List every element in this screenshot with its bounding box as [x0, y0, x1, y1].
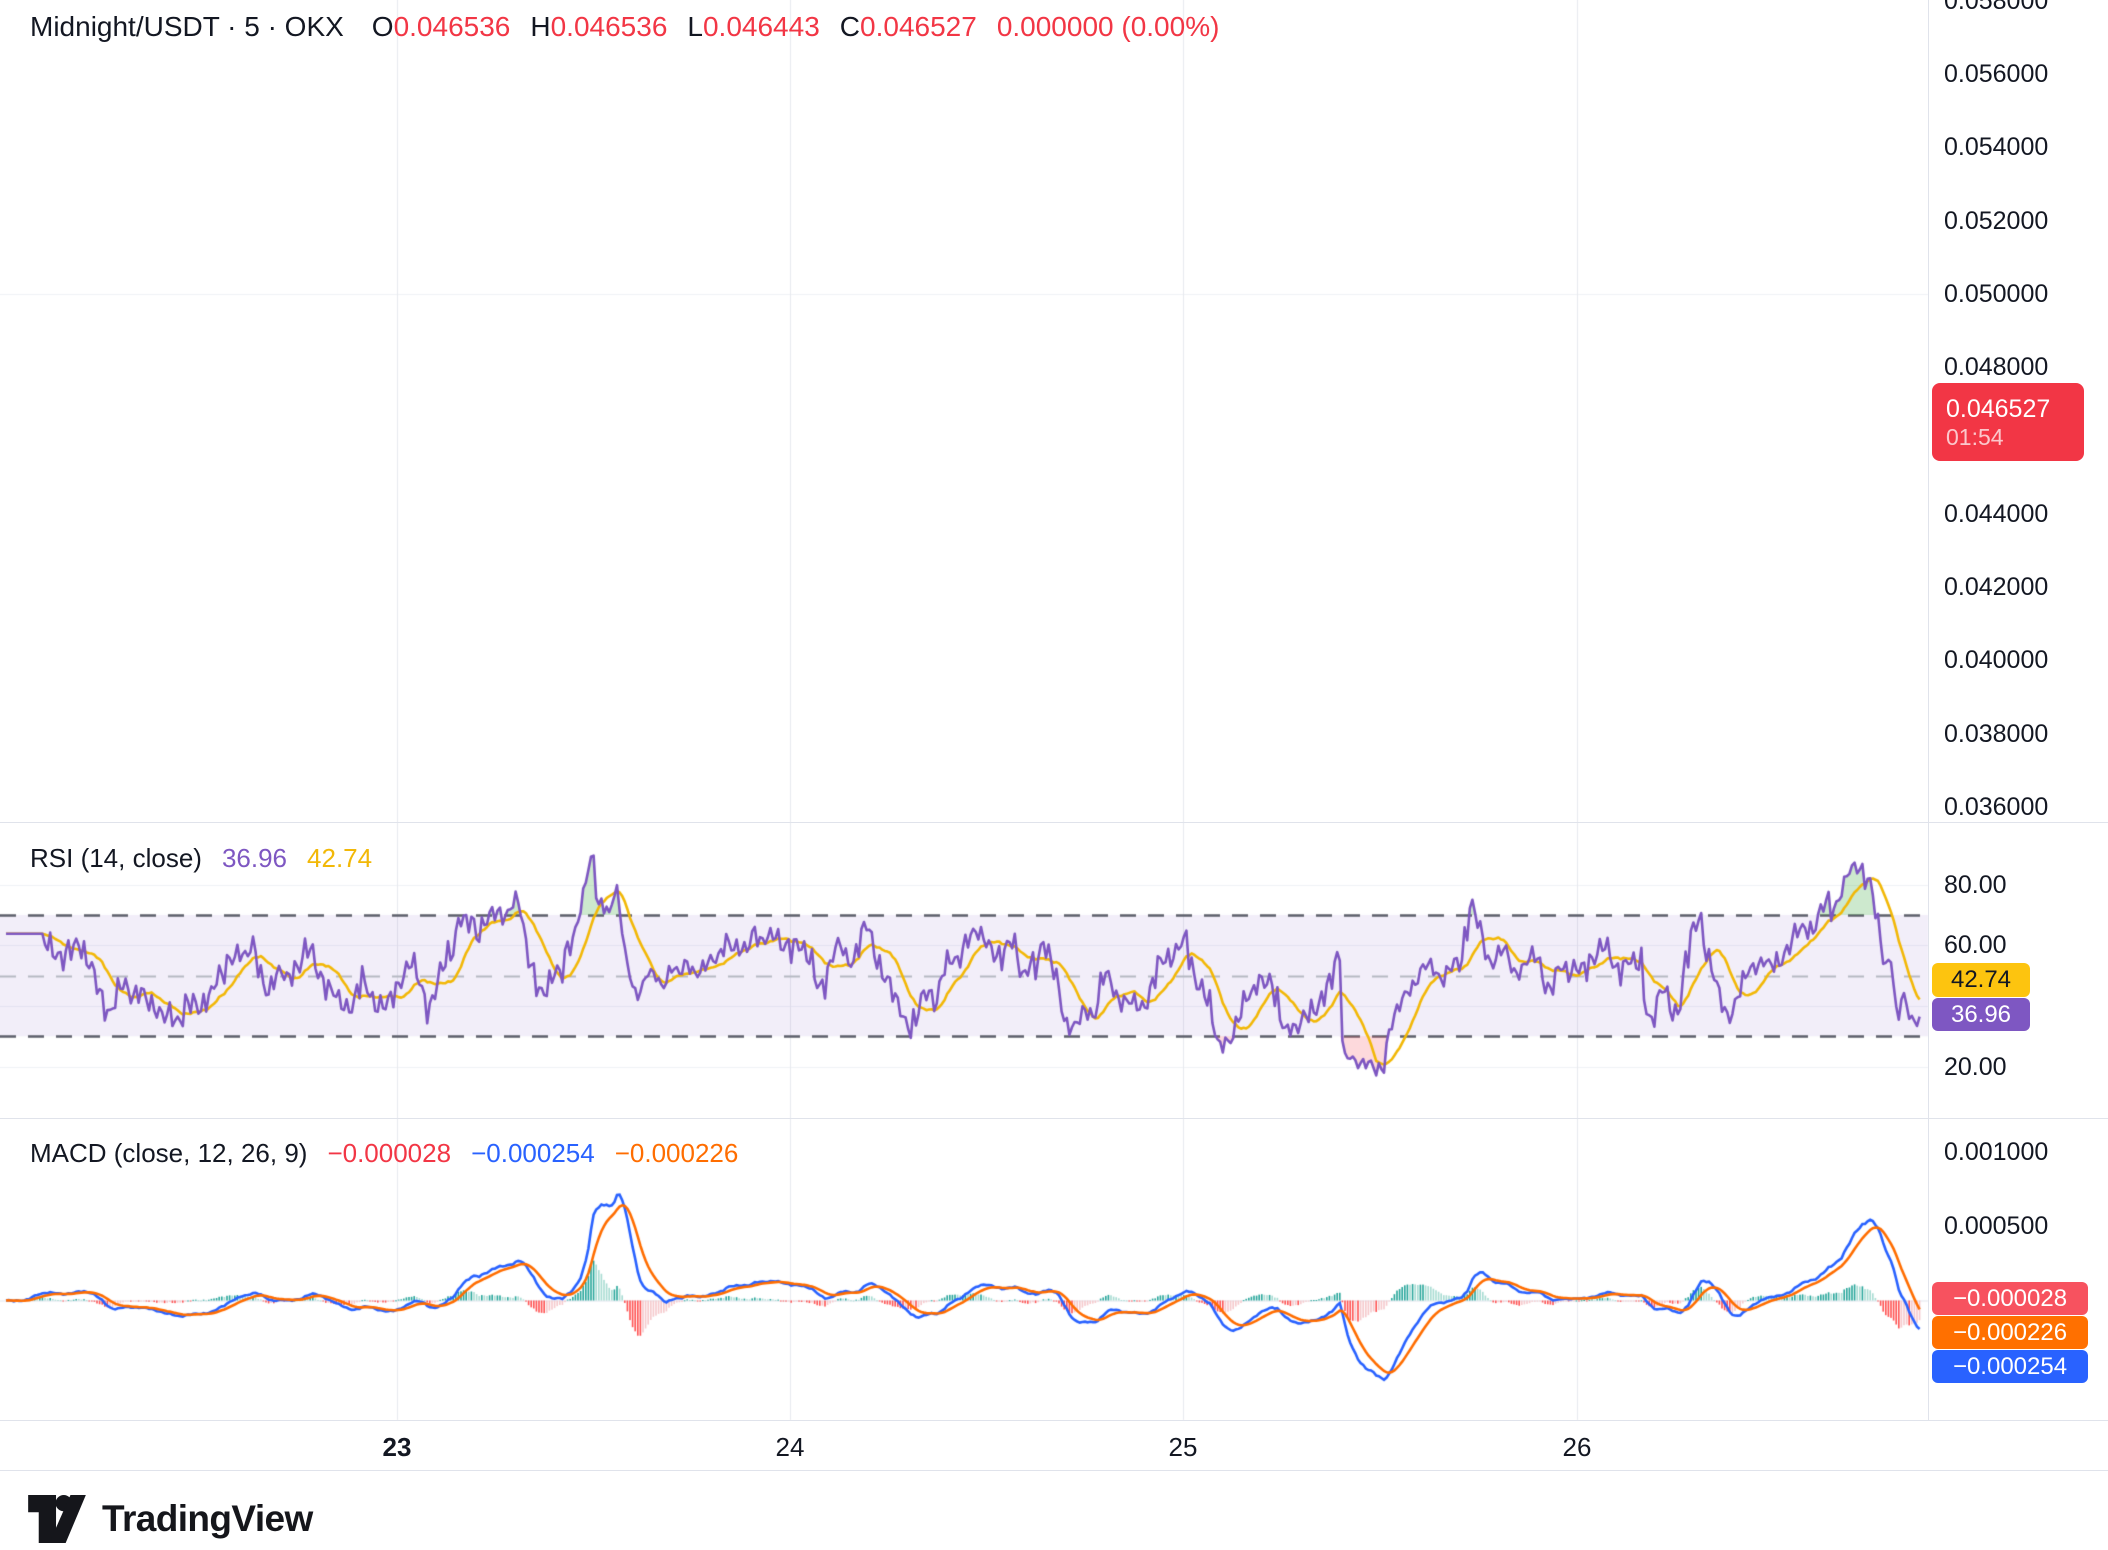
pane-separator	[0, 1470, 2108, 1471]
rsi-ma-badge: 42.74	[1932, 963, 2030, 997]
price-axis-label: 0.040000	[1944, 646, 2049, 674]
change-value: 0.000000 (0.00%)	[996, 11, 1220, 42]
rsi-axis-label: 20.00	[1944, 1053, 2007, 1081]
symbol-title[interactable]: Midnight/USDT · 5 · OKX	[30, 11, 344, 42]
ohlc-low-label: L	[687, 11, 703, 42]
macd-hist-badge: −0.000028	[1932, 1282, 2088, 1315]
price-axis-label: 0.050000	[1944, 280, 2049, 308]
last-price-badge: 0.046527 01:54	[1932, 383, 2084, 461]
rsi-value: 36.96	[221, 843, 288, 873]
price-axis-label: 0.048000	[1944, 353, 2049, 381]
time-axis-label: 26	[1562, 1432, 1592, 1462]
rsi-ma-value: 42.74	[307, 843, 373, 873]
price-axis-label: 0.044000	[1944, 500, 2049, 528]
macd-value: −0.000254	[471, 1138, 595, 1168]
macd-hist-value: −0.000028	[327, 1138, 452, 1168]
macd-legend: MACD (close, 12, 26, 9) −0.000028 −0.000…	[30, 1138, 738, 1168]
symbol-legend: Midnight/USDT · 5 · OKX O 0.046536 H 0.0…	[30, 11, 1219, 43]
price-axis-label: 0.052000	[1944, 207, 2049, 235]
rsi-legend: RSI (14, close) 36.96 42.74	[30, 843, 372, 873]
brand-name: TradingView	[102, 1498, 313, 1539]
last-price-time: 01:54	[1946, 424, 2004, 450]
ohlc-open-value: 0.046536	[393, 11, 511, 42]
time-axis-label: 23	[382, 1432, 412, 1462]
rsi-axis-label: 60.00	[1944, 931, 2007, 959]
price-axis-label: 0.042000	[1944, 573, 2049, 601]
pane-separator	[0, 1420, 2108, 1421]
price-axis-label: 0.058000	[1944, 0, 2049, 15]
last-price-value: 0.046527	[1946, 395, 2051, 423]
macd-axis-label: 0.000500	[1944, 1212, 2049, 1240]
ohlc-close-label: C	[839, 11, 861, 42]
ohlc-low-value: 0.046443	[702, 11, 820, 42]
axis-separator	[1928, 0, 1929, 1420]
time-axis-label: 25	[1168, 1432, 1198, 1462]
rsi-badge: 36.96	[1932, 998, 2030, 1031]
ohlc-close-value: 0.046527	[860, 11, 977, 42]
macd-pane-title[interactable]: MACD (close, 12, 26, 9)	[30, 1138, 308, 1168]
pane-separator[interactable]	[0, 1118, 2108, 1119]
time-axis-label: 24	[775, 1432, 805, 1462]
rsi-pane-title[interactable]: RSI (14, close)	[30, 843, 202, 873]
macd-signal-badge: −0.000226	[1932, 1316, 2088, 1349]
tradingview-logo-icon	[28, 1494, 86, 1544]
price-axis-label: 0.054000	[1944, 133, 2049, 161]
price-axis-label: 0.036000	[1944, 793, 2049, 821]
ohlc-open-label: O	[371, 11, 394, 42]
tradingview-logo[interactable]: TradingView	[28, 1494, 313, 1544]
macd-signal-value: −0.000226	[614, 1138, 739, 1168]
price-axis-label: 0.038000	[1944, 720, 2049, 748]
price-axis-label: 0.056000	[1944, 60, 2049, 88]
pane-separator[interactable]	[0, 822, 2108, 823]
macd-axis-label: 0.001000	[1944, 1138, 2049, 1166]
ohlc-high-label: H	[530, 11, 551, 42]
rsi-axis-label: 80.00	[1944, 871, 2007, 899]
macd-line-badge: −0.000254	[1932, 1350, 2088, 1383]
ohlc-high-value: 0.046536	[550, 11, 668, 42]
